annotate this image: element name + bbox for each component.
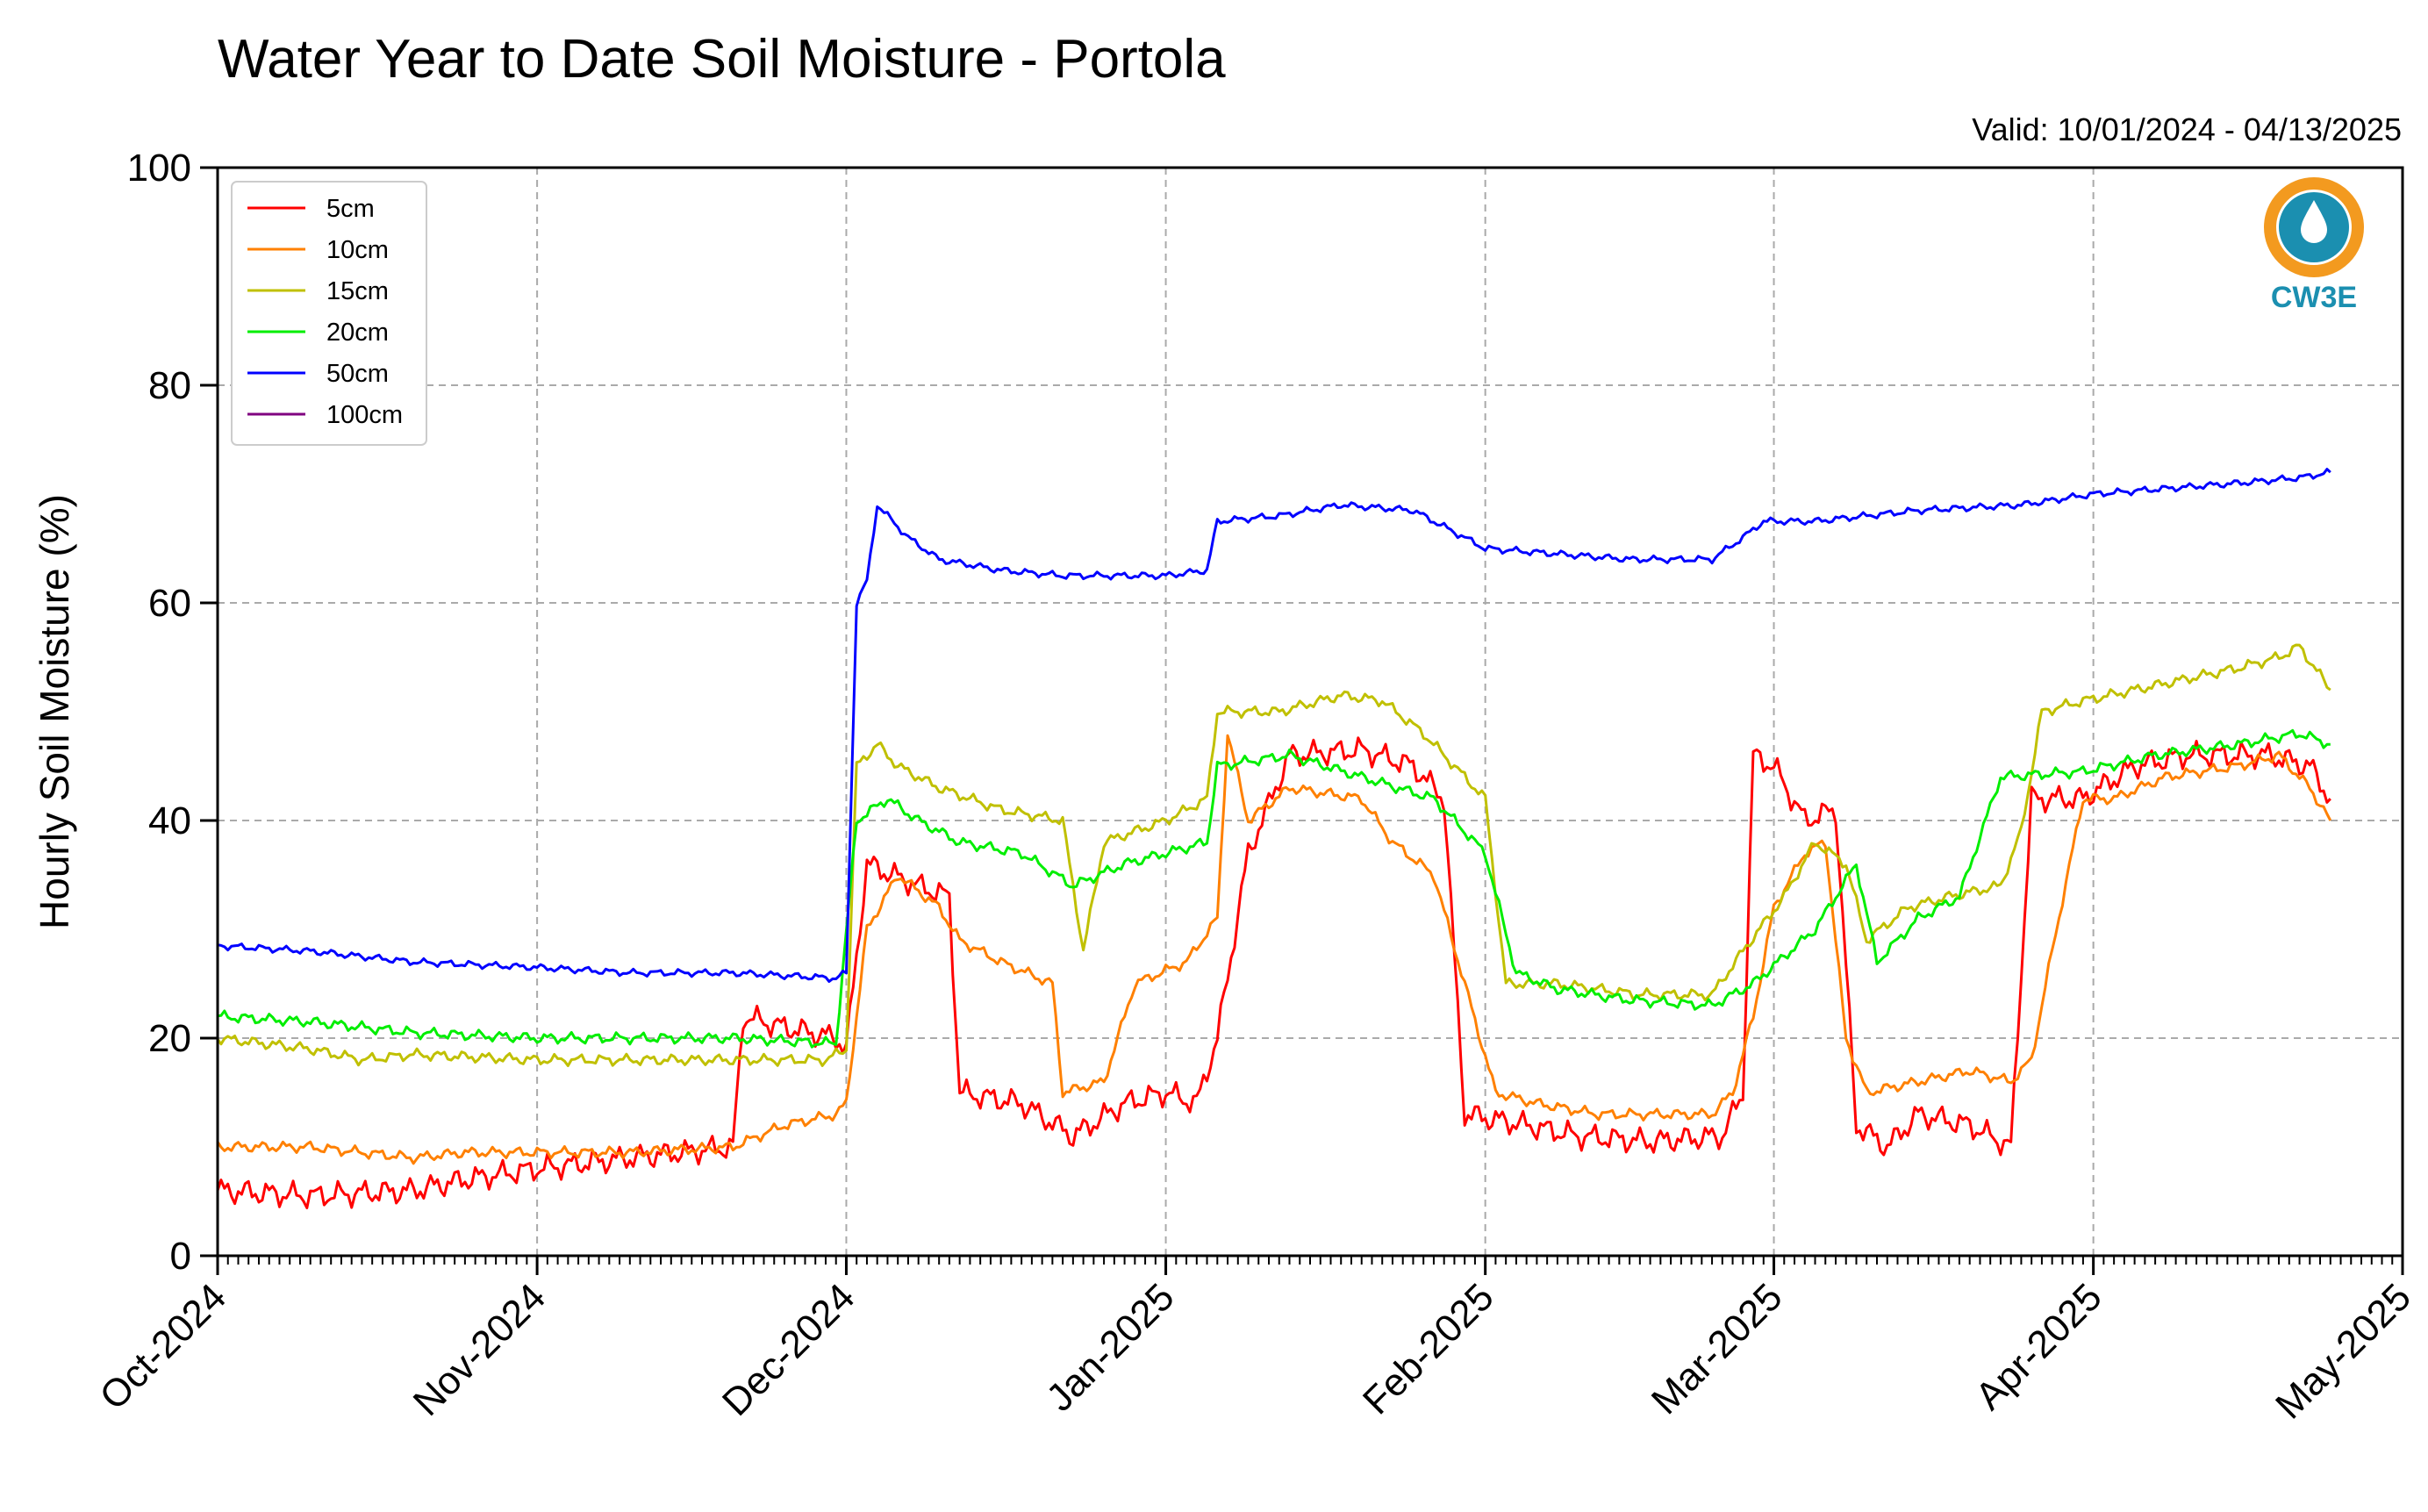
- y-tick-label: 40: [148, 799, 191, 842]
- x-tick-labels: Oct-2024 Nov-2024 Dec-2024 Jan-2025 Feb-2025…: [91, 1275, 2419, 1427]
- y-tick-label: 60: [148, 582, 191, 625]
- series-line-20cm: [217, 728, 2331, 1049]
- legend-label-15cm: 15cm: [326, 277, 389, 305]
- grid-lines: [218, 168, 2403, 1256]
- water-drop-icon: [2301, 200, 2327, 243]
- chart-title: Water Year to Date Soil Moisture - Porto…: [218, 29, 1226, 90]
- axis-ticks: [200, 166, 2404, 1275]
- x-tick-label: Apr-2025: [1967, 1275, 2110, 1418]
- legend: 5cm 10cm 15cm 20cm 50cm 100cm: [231, 181, 427, 446]
- series-line-15cm: [216, 643, 2331, 1067]
- legend-label-100cm: 100cm: [326, 401, 403, 429]
- y-tick-label: 100: [127, 147, 191, 190]
- y-tick-labels: 0 20 40 60 80 100: [127, 147, 191, 1278]
- legend-label-5cm: 5cm: [326, 195, 375, 223]
- series-layer: [216, 468, 2332, 1209]
- x-tick-label: May-2025: [2267, 1275, 2419, 1427]
- y-axis-label: Hourly Soil Moisture (%): [32, 494, 77, 929]
- x-tick-label: Mar-2025: [1644, 1275, 1791, 1422]
- legend-label-20cm: 20cm: [326, 319, 389, 347]
- series-line-5cm: [216, 736, 2331, 1209]
- cw3e-logo: CW3E: [2264, 177, 2364, 314]
- plot-frame: [216, 166, 2404, 1258]
- x-tick-label: Dec-2024: [714, 1275, 863, 1424]
- x-tick-label: Oct-2024: [91, 1275, 234, 1418]
- logo-text: CW3E: [2271, 281, 2357, 314]
- x-tick-label: Jan-2025: [1038, 1275, 1182, 1419]
- y-tick-label: 0: [170, 1235, 191, 1278]
- x-tick-label: Feb-2025: [1355, 1275, 1502, 1422]
- series-line-10cm: [216, 734, 2332, 1165]
- series-line-50cm: [217, 468, 2331, 983]
- valid-range: Valid: 10/01/2024 - 04/13/2025: [1972, 111, 2402, 147]
- logo-ring: [2264, 177, 2364, 277]
- legend-label-10cm: 10cm: [326, 236, 389, 264]
- y-tick-label: 80: [148, 364, 191, 407]
- legend-label-50cm: 50cm: [326, 360, 389, 388]
- y-tick-label: 20: [148, 1017, 191, 1060]
- legend-box: [231, 181, 427, 446]
- x-tick-label: Nov-2024: [405, 1275, 555, 1424]
